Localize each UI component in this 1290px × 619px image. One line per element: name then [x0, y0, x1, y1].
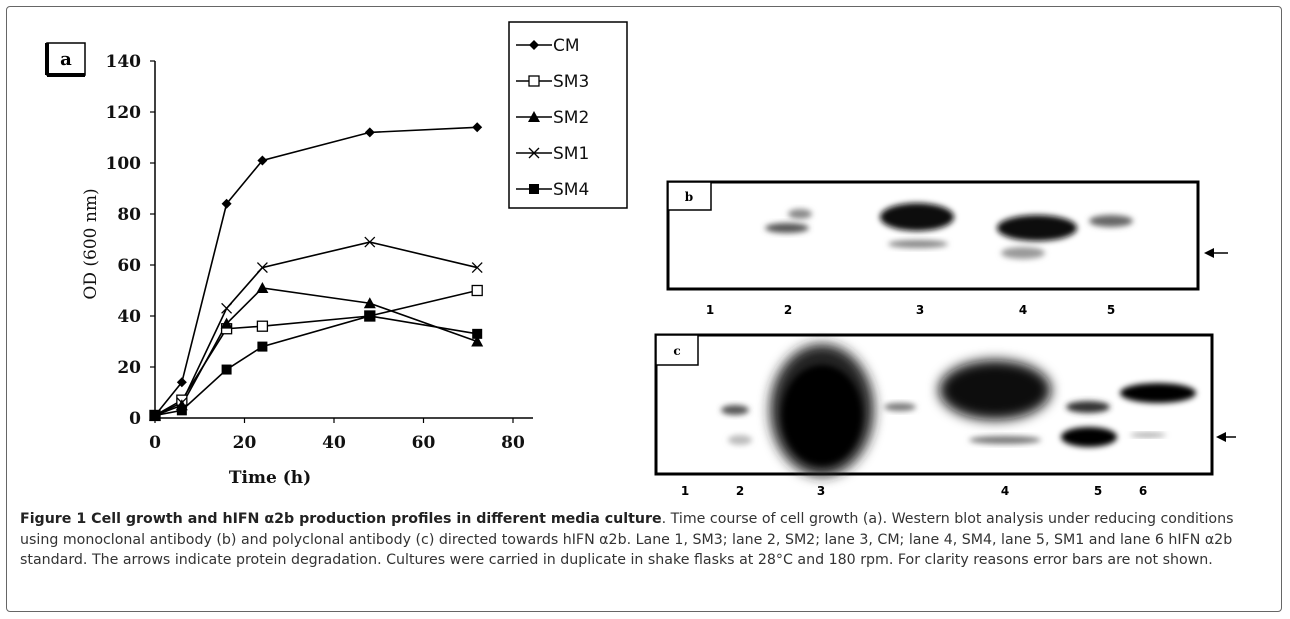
band-b-lane5 [1089, 215, 1133, 227]
legend-marker [529, 76, 539, 86]
band-c-lane5-deg [1061, 427, 1117, 447]
band-c-lane3-core [782, 365, 862, 465]
panel-c-lane-labels: 1 2 3 4 5 6 [681, 484, 1147, 498]
x-tick-label: 60 [412, 433, 436, 453]
y-tick-labels: 0 20 40 60 80 100 120 140 [106, 52, 142, 429]
data-point-sm4 [365, 311, 375, 321]
data-point-sm3 [257, 321, 267, 331]
panel-c-frame [656, 335, 1212, 474]
legend-label-cm: CM [553, 36, 580, 56]
lane-label: 3 [817, 484, 825, 498]
x-tick-label: 40 [322, 433, 346, 453]
panel-c-label: c [673, 344, 680, 358]
legend-marker [529, 184, 539, 194]
data-point-sm1 [257, 263, 267, 273]
lane-label: 3 [916, 303, 924, 317]
arrow-icon [1204, 248, 1228, 258]
legend-label-sm4: SM4 [553, 180, 589, 200]
band-b-lane2-top [788, 209, 812, 219]
lane-label: 4 [1019, 303, 1027, 317]
band-b-lane4-deg [1001, 247, 1045, 259]
data-point-sm3 [472, 286, 482, 296]
panel-b-lane-labels: 1 2 3 4 5 [706, 303, 1115, 317]
legend-label-sm2: SM2 [553, 108, 589, 128]
legend: CM SM3 SM2 SM1 SM4 [509, 22, 627, 208]
band-c-lane2 [721, 405, 749, 415]
y-tick-label: 40 [117, 307, 141, 327]
panel-b-blot: b 1 2 3 4 5 [668, 182, 1228, 317]
data-point-sm4 [472, 329, 482, 339]
y-tick-label: 140 [106, 52, 142, 72]
series-line-sm1 [155, 242, 477, 415]
panel-b-frame [668, 182, 1198, 289]
y-tick-label: 100 [106, 154, 142, 174]
panel-b-label: b [685, 190, 693, 204]
band-b-lane3-deg [888, 240, 948, 248]
y-tick-label: 60 [117, 256, 141, 276]
legend-label-sm1: SM1 [553, 144, 589, 164]
band-b-lane3-main [880, 203, 954, 231]
data-point-sm1 [222, 303, 232, 313]
lane-label: 2 [736, 484, 744, 498]
lane-label: 4 [1001, 484, 1009, 498]
data-point-sm1 [365, 237, 375, 247]
band-c-lane4-main [939, 360, 1051, 420]
y-tick-label: 0 [129, 409, 141, 429]
data-point-sm4 [150, 410, 160, 420]
band-c-smear [884, 403, 916, 411]
arrow-icon [1216, 432, 1236, 442]
data-point-sm4 [257, 342, 267, 352]
panel-c-blot: c 1 2 3 4 5 6 [656, 335, 1236, 498]
axes [150, 61, 533, 423]
band-c-lane5-main [1066, 401, 1110, 413]
series-line-cm [155, 127, 477, 415]
series-markers [149, 122, 483, 420]
caption-title: Figure 1 Cell growth and hIFN α2b produc… [20, 511, 662, 527]
x-tick-labels: 0 20 40 60 80 [149, 433, 525, 453]
data-point-sm1 [472, 263, 482, 273]
x-tick-label: 0 [149, 433, 161, 453]
data-point-cm [365, 127, 375, 137]
data-point-sm4 [177, 405, 187, 415]
y-axis-label: OD (600 nm) [81, 188, 101, 299]
lane-label: 6 [1139, 484, 1147, 498]
panel-a-label: a [60, 49, 72, 70]
series-line-sm2 [155, 288, 477, 416]
figure-caption: Figure 1 Cell growth and hIFN α2b produc… [20, 509, 1270, 571]
y-tick-label: 20 [117, 358, 141, 378]
x-tick-label: 80 [501, 433, 525, 453]
lane-label: 1 [706, 303, 714, 317]
band-c-lane4-deg [969, 436, 1041, 444]
panel-a-label-box: a [47, 43, 85, 75]
x-tick-label: 20 [233, 433, 257, 453]
lane-label: 5 [1094, 484, 1102, 498]
band-c-lane6-faint [1130, 433, 1166, 437]
series-lines [155, 127, 477, 415]
band-b-lane2 [765, 223, 809, 233]
data-point-sm2 [256, 282, 268, 293]
y-tick-label: 120 [106, 103, 142, 123]
lane-label: 5 [1107, 303, 1115, 317]
band-c-lane6 [1120, 383, 1196, 403]
lane-label: 2 [784, 303, 792, 317]
x-axis-label: Time (h) [229, 468, 311, 488]
data-point-sm4 [222, 365, 232, 375]
data-point-cm [472, 122, 482, 132]
band-c-lane2-deg [728, 435, 752, 445]
lane-label: 1 [681, 484, 689, 498]
series-line-sm3 [155, 291, 477, 416]
y-tick-label: 80 [117, 205, 141, 225]
legend-label-sm3: SM3 [553, 72, 589, 92]
band-b-lane4-main [997, 215, 1077, 241]
